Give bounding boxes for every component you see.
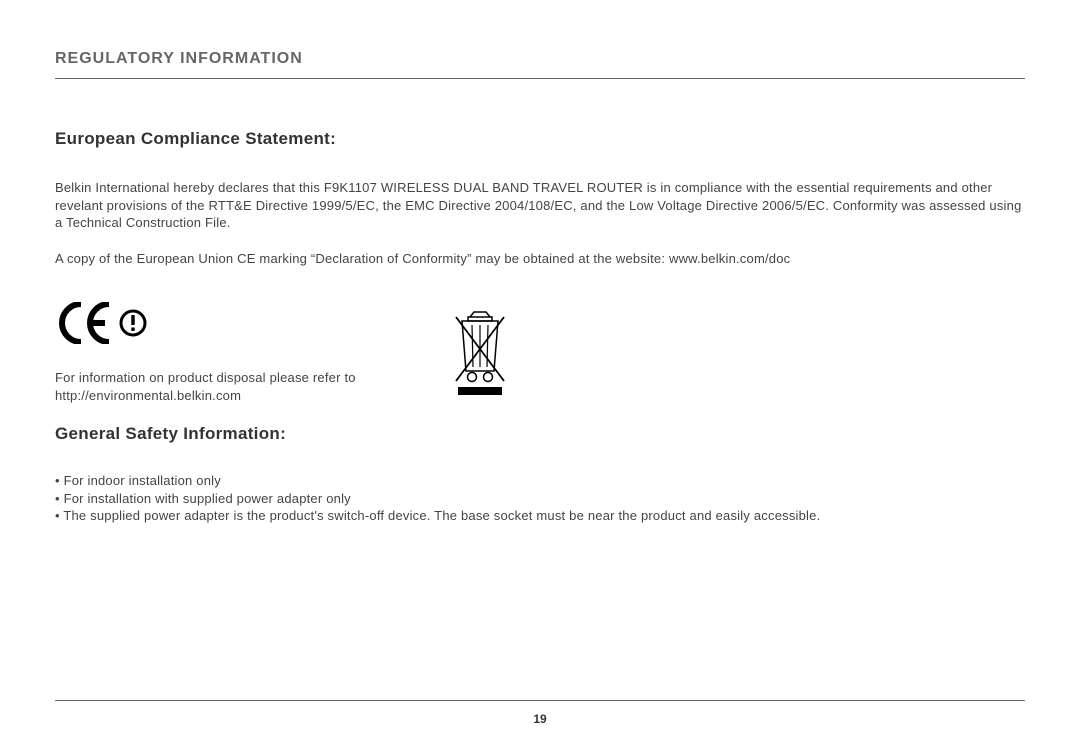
page-number: 19 [0,712,1080,726]
marks-left-column: For information on product disposal plea… [55,302,420,404]
ce-mark-icon [55,302,115,349]
safety-bullet-item: • The supplied power adapter is the prod… [55,507,1025,525]
safety-heading: General Safety Information: [55,424,1025,444]
document-page: REGULATORY INFORMATION European Complian… [0,0,1080,525]
disposal-info-text: For information on product disposal plea… [55,369,420,404]
warning-circle-icon [119,309,147,342]
compliance-heading: European Compliance Statement: [55,129,1025,149]
page-header-title: REGULATORY INFORMATION [55,50,1025,78]
header-rule [55,78,1025,79]
weee-symbol-container [450,311,510,404]
safety-bullet-item: • For indoor installation only [55,472,1025,490]
footer-rule [55,700,1025,701]
ce-mark-group [55,302,420,349]
compliance-marks-row: For information on product disposal plea… [55,302,1025,404]
compliance-paragraph-1: Belkin International hereby declares tha… [55,179,1025,232]
safety-bullet-list: • For indoor installation only • For ins… [55,472,1025,525]
safety-bullet-item: • For installation with supplied power a… [55,490,1025,508]
weee-bin-icon [450,386,510,403]
compliance-paragraph-2: A copy of the European Union CE marking … [55,250,1025,268]
